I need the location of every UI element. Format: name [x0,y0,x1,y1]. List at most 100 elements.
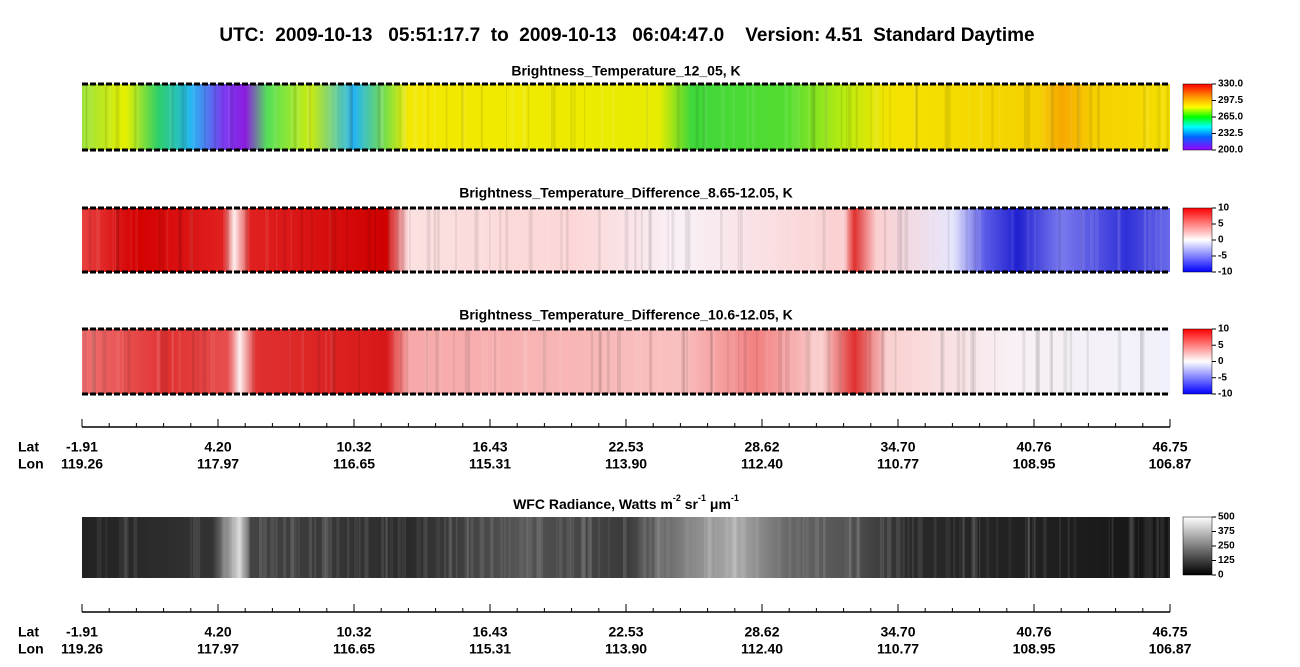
texture-streak [599,329,601,394]
texture-streak [298,84,300,150]
texture-streak [332,329,336,394]
texture-streak [1089,84,1092,150]
title-text: sr [681,496,699,512]
texture-streak [756,329,757,394]
texture-streak [1034,517,1036,578]
texture-streak [523,84,526,150]
texture-streak [704,84,707,150]
texture-streak [1145,84,1149,150]
texture-streak [1028,517,1030,578]
texture-streak [741,517,746,578]
texture-streak [706,517,710,578]
texture-streak [302,329,304,394]
texture-streak [307,84,311,150]
texture-streak [1112,517,1114,578]
texture-streak [344,84,345,150]
lat-value: 28.62 [744,439,779,455]
lat-value: 34.70 [880,624,915,640]
texture-streak [492,329,493,394]
colorbar-label: 10 [1218,324,1230,335]
panel-title: WFC Radiance, Watts m-2 sr-1 μm-1 [513,493,739,511]
texture-streak [634,329,637,394]
lon-value: 115.31 [469,641,511,657]
texture-streak [416,84,419,150]
texture-streak [512,84,514,150]
colorbar-label: 125 [1218,555,1235,566]
texture-streak [805,517,808,578]
texture-streak [241,208,245,272]
texture-streak [156,329,159,394]
texture-streak [939,329,943,394]
texture-streak [86,84,88,150]
texture-streak [638,329,642,394]
texture-streak [970,329,974,394]
texture-streak [541,208,543,272]
texture-streak [846,84,847,150]
texture-streak [437,208,439,272]
texture-streak [887,517,891,578]
lat-value: 40.76 [1016,439,1051,455]
texture-streak [872,329,875,394]
texture-streak [230,84,233,150]
texture-streak [646,84,647,150]
texture-streak [848,84,852,150]
texture-streak [572,517,575,578]
texture-streak [649,329,651,394]
texture-streak [704,517,706,578]
texture-streak [953,517,955,578]
texture-streak [783,329,785,394]
texture-streak [844,517,848,578]
lon-value: 106.87 [1149,641,1192,657]
texture-streak [283,517,286,578]
texture-streak [270,517,274,578]
texture-streak [688,208,690,272]
texture-streak [346,208,348,272]
texture-streak [222,517,226,578]
texture-streak [1158,84,1160,150]
texture-streak [116,84,120,150]
panel-title: Brightness_Temperature_Difference_10.6-1… [459,307,793,323]
texture-streak [456,517,457,578]
texture-streak [869,329,871,394]
texture-streak [918,517,923,578]
texture-streak [158,208,161,272]
texture-streak [135,208,138,272]
lon-label: Lon [18,456,44,472]
texture-streak [766,329,769,394]
texture-streak [416,517,420,578]
texture-streak [354,517,358,578]
texture-streak [325,329,327,394]
texture-streak [336,517,339,578]
texture-streak [807,329,810,394]
texture-streak [788,517,791,578]
texture-streak [1043,84,1045,150]
texture-streak [1024,84,1027,150]
texture-streak [1049,329,1053,394]
colorbar-label: 10 [1218,203,1230,214]
texture-streak [685,517,690,578]
texture-streak [133,517,137,578]
texture-streak [607,329,610,394]
texture-streak [930,208,932,272]
lon-value: 116.65 [333,641,375,657]
texture-streak [525,517,528,578]
texture-streak [165,329,168,394]
texture-streak [591,329,594,394]
lat-value: 22.53 [608,624,643,640]
texture-streak [528,84,529,150]
texture-streak [1034,208,1036,272]
texture-streak [598,208,601,272]
texture-streak [400,84,401,150]
texture-streak [813,84,816,150]
texture-streak [969,84,970,150]
texture-streak [884,208,886,272]
texture-streak [727,517,729,578]
texture-streak [434,84,437,150]
texture-streak [1155,208,1157,272]
lat-value: 10.32 [336,439,371,455]
texture-streak [945,84,948,150]
texture-streak [428,84,429,150]
texture-streak [1140,329,1143,394]
texture-streak [560,208,562,272]
